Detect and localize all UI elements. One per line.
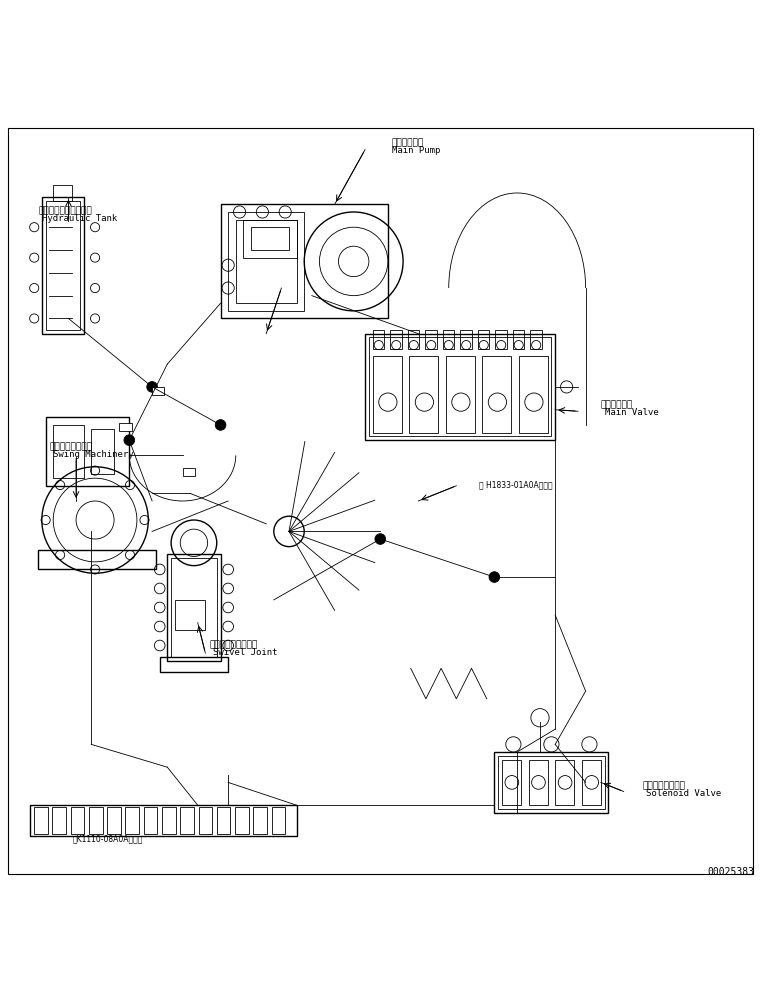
- Bar: [107, 807, 121, 834]
- Circle shape: [147, 382, 158, 392]
- Text: メインポンプ: メインポンプ: [391, 138, 424, 147]
- Circle shape: [215, 420, 226, 430]
- Bar: [365, 334, 555, 440]
- Circle shape: [489, 572, 499, 582]
- Bar: [126, 807, 139, 834]
- Text: メインバルブ: メインバルブ: [601, 401, 633, 410]
- Bar: [408, 330, 419, 349]
- Text: Solenoid Valve: Solenoid Valve: [647, 789, 722, 798]
- Text: Swing Machinery: Swing Machinery: [54, 450, 134, 459]
- Text: 第K1110-08A0A図参照: 第K1110-08A0A図参照: [72, 835, 142, 844]
- Text: Main Pump: Main Pump: [391, 146, 440, 155]
- Text: ソレノイドバルブ: ソレノイドバルブ: [643, 781, 686, 790]
- Bar: [373, 357, 401, 433]
- Bar: [152, 387, 164, 395]
- Bar: [390, 330, 401, 349]
- Text: スイングマシナリ: スイングマシナリ: [50, 443, 93, 452]
- Text: ハイドロリックタンク: ハイドロリックタンク: [38, 206, 92, 215]
- Text: 00025383: 00025383: [707, 868, 755, 878]
- Bar: [519, 357, 548, 433]
- Bar: [529, 760, 548, 806]
- Bar: [38, 550, 156, 569]
- Bar: [54, 185, 72, 200]
- Bar: [198, 807, 212, 834]
- Bar: [244, 219, 296, 258]
- Bar: [119, 424, 132, 431]
- Bar: [582, 760, 601, 806]
- Bar: [175, 600, 205, 630]
- Bar: [91, 429, 114, 474]
- Bar: [555, 760, 574, 806]
- Bar: [271, 807, 285, 834]
- Bar: [460, 330, 472, 349]
- Bar: [31, 806, 296, 836]
- Bar: [502, 760, 521, 806]
- Bar: [425, 330, 437, 349]
- Bar: [251, 227, 289, 250]
- Bar: [498, 756, 604, 809]
- Bar: [235, 807, 249, 834]
- Bar: [89, 807, 103, 834]
- Bar: [236, 219, 296, 304]
- Bar: [221, 204, 388, 319]
- Circle shape: [124, 435, 135, 446]
- Bar: [42, 196, 83, 334]
- Text: Main Valve: Main Valve: [604, 409, 659, 418]
- Bar: [482, 357, 511, 433]
- Bar: [443, 330, 454, 349]
- Bar: [70, 807, 84, 834]
- Bar: [494, 752, 608, 813]
- Bar: [217, 807, 231, 834]
- Bar: [369, 338, 552, 436]
- Text: スイベルジョイント: スイベルジョイント: [209, 640, 257, 649]
- Bar: [144, 807, 158, 834]
- Bar: [530, 330, 542, 349]
- Bar: [46, 200, 80, 330]
- Bar: [254, 807, 267, 834]
- Bar: [495, 330, 506, 349]
- Bar: [54, 425, 83, 478]
- Bar: [446, 357, 475, 433]
- Bar: [171, 558, 217, 657]
- Bar: [46, 418, 129, 486]
- Bar: [34, 807, 48, 834]
- Bar: [162, 807, 175, 834]
- Bar: [373, 330, 384, 349]
- Bar: [182, 468, 195, 476]
- Bar: [478, 330, 489, 349]
- Circle shape: [375, 534, 385, 544]
- Bar: [409, 357, 438, 433]
- Bar: [512, 330, 524, 349]
- Bar: [167, 554, 221, 660]
- Bar: [53, 807, 66, 834]
- Bar: [160, 657, 228, 672]
- Bar: [180, 807, 194, 834]
- Text: 第 H1833-01A0A図参照: 第 H1833-01A0A図参照: [480, 481, 553, 490]
- Text: Hydraulic Tank: Hydraulic Tank: [42, 214, 117, 223]
- Bar: [228, 212, 304, 311]
- Text: Swivel Joint: Swivel Joint: [213, 648, 277, 657]
